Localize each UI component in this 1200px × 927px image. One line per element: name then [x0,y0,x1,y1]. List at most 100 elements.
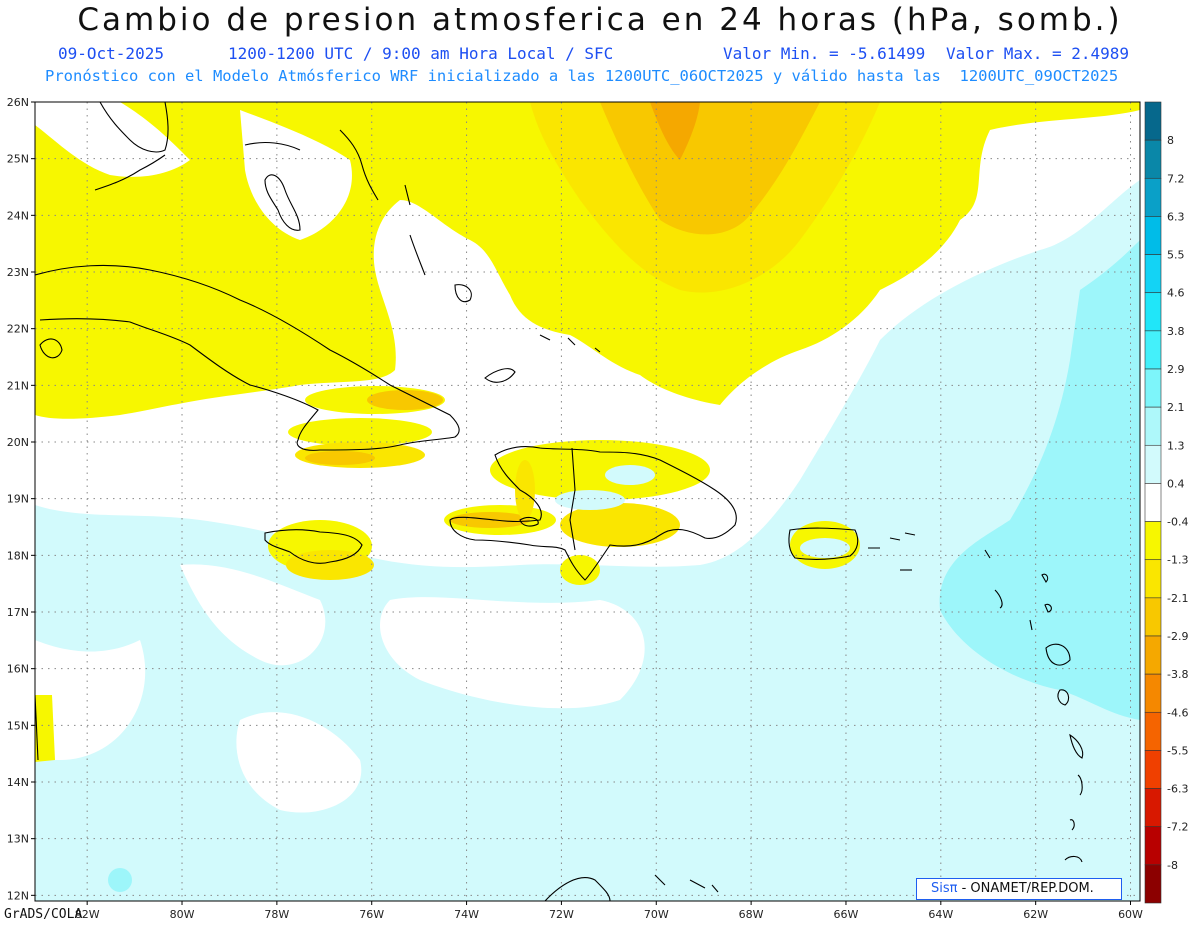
lon-label: 64W [928,908,953,921]
colorbar-label: -0.4 [1167,516,1188,529]
colorbar-label: 1.3 [1167,439,1185,452]
field-negative-core-max [650,102,700,160]
colorbar-swatch [1144,444,1162,484]
subtitle-forecast: Pronóstico con el Modelo Atmósferico WRF… [45,67,1119,85]
coastline-long-island [409,234,426,276]
lon-label: 72W [549,908,574,921]
lat-label: 26N [7,96,29,109]
colorbar: 8 7.2 6.3 5.5 4.6 3.8 2.9 2.1 1.3 0.4 -0.4 -1.3 -2.1… [1144,101,1188,904]
colorbar-swatch [1144,826,1162,866]
colorbar-label: -1.3 [1167,554,1188,567]
coastline-hispaniola [449,445,737,581]
colorbar-swatch [1144,330,1162,370]
coastline-caicos [539,334,601,353]
coastline-florida [99,102,169,153]
coastline-cuba [35,264,460,451]
colorbar-label: 2.1 [1167,401,1185,414]
lon-label: 78W [264,908,289,921]
lat-label: 20N [7,436,29,449]
lat-label: 16N [7,663,29,676]
field-negative-islands [268,386,860,585]
lon-label: 60W [1118,908,1143,921]
colorbar-swatch [1144,711,1162,751]
coastline-andros [264,174,301,231]
lon-label: 76W [359,908,384,921]
colorbar-swatch [1144,292,1162,332]
lon-label: 74W [454,908,479,921]
coastline-jamaica [264,529,363,564]
colorbar-swatch [1144,521,1162,561]
lat-label: 23N [7,266,29,279]
lat-label: 15N [7,719,29,732]
lon-label: 66W [834,908,859,921]
field-positive-white-holes [35,564,645,813]
colorbar-swatch [1144,788,1162,828]
coastline-gonave [519,516,539,527]
lon-label: 80W [170,908,195,921]
colorbar-label: -2.1 [1167,592,1188,605]
coastline-south-america [544,877,611,901]
field-positive-spot [108,868,132,892]
lat-label: 24N [7,209,29,222]
colorbar-swatch [1144,750,1162,789]
lon-label: 70W [644,908,669,921]
lat-label: 17N [7,606,29,619]
field-negative-core-inner [600,102,820,235]
grads-footer: GrADS/COLA [4,907,83,922]
coastline-inagua [484,368,516,383]
coastline-eleuthera [339,129,379,201]
subtitle-max: Valor Max. = 2.4989 [946,44,1130,63]
map-title: Cambio de presion atmosferica en 24 hora… [77,2,1123,38]
colorbar-label: -7.2 [1167,821,1188,834]
colorbar-swatch [1144,635,1162,675]
colorbar-label: -5.5 [1167,744,1188,757]
field-negative-gap-florida [35,102,190,177]
sisPi-logo: Sisπ [931,881,958,896]
coastline-grand-bahama [244,141,301,151]
colorbar-swatch [1144,101,1162,141]
colorbar-swatch [1144,139,1162,179]
colorbar-swatch [1144,254,1162,294]
colorbar-label: 6.3 [1167,210,1185,223]
coastline-vieques [868,532,916,549]
subtitle-time: 1200-1200 UTC / 9:00 am Hora Local / SFC [228,44,614,63]
colorbar-label: 8 [1167,134,1174,147]
colorbar-swatch [1144,483,1162,522]
field-positive-east [939,240,1140,720]
colorbar-label: -3.8 [1167,668,1188,681]
coastline-puerto-rico [788,527,859,560]
coastline-isla-juventud [39,338,63,359]
coastline-lesser-antilles [900,549,1084,863]
subtitle-min: Valor Min. = -5.61499 [723,44,926,63]
colorbar-label: 3.8 [1167,325,1185,338]
colorbar-swatch [1144,177,1162,217]
lon-label: 82W [75,908,100,921]
lon-label: 68W [739,908,764,921]
lat-label: 13N [7,833,29,846]
subtitle-date: 09-Oct-2025 [58,44,164,63]
lat-label: 22N [7,323,29,336]
colorbar-label: 4.6 [1167,287,1185,300]
colorbar-swatch [1144,597,1162,637]
coastline-keys [94,154,166,191]
colorbar-label: -6.3 [1167,783,1188,796]
coastline-hispaniola-border [569,447,576,551]
colorbar-label: -8 [1167,859,1178,872]
colorbar-swatch [1144,673,1162,713]
latitude-labels: 26N 25N 24N 23N 22N 21N 20N 19N 18N 17N 16N 15N 14N 1… [7,96,35,902]
field-layer [35,102,1140,901]
credit-text: - ONAMET/REP.DOM. [961,881,1094,896]
credit-box: Sisπ - ONAMET/REP.DOM. [916,878,1122,900]
colorbar-label: -2.9 [1167,630,1188,643]
field-negative-west [35,695,55,762]
lat-label: 19N [7,493,29,506]
grid-lines [35,102,1140,901]
coastlines [35,102,1084,901]
lat-label: 14N [7,776,29,789]
coastline-aruba-curacao [654,874,719,893]
longitude-labels: 82W 80W 78W 76W 74W 72W 70W 68W 66W 64W 62W 60W [75,901,1143,921]
lat-label: 18N [7,549,29,562]
colorbar-swatch [1144,864,1162,904]
colorbar-swatch [1144,559,1162,599]
